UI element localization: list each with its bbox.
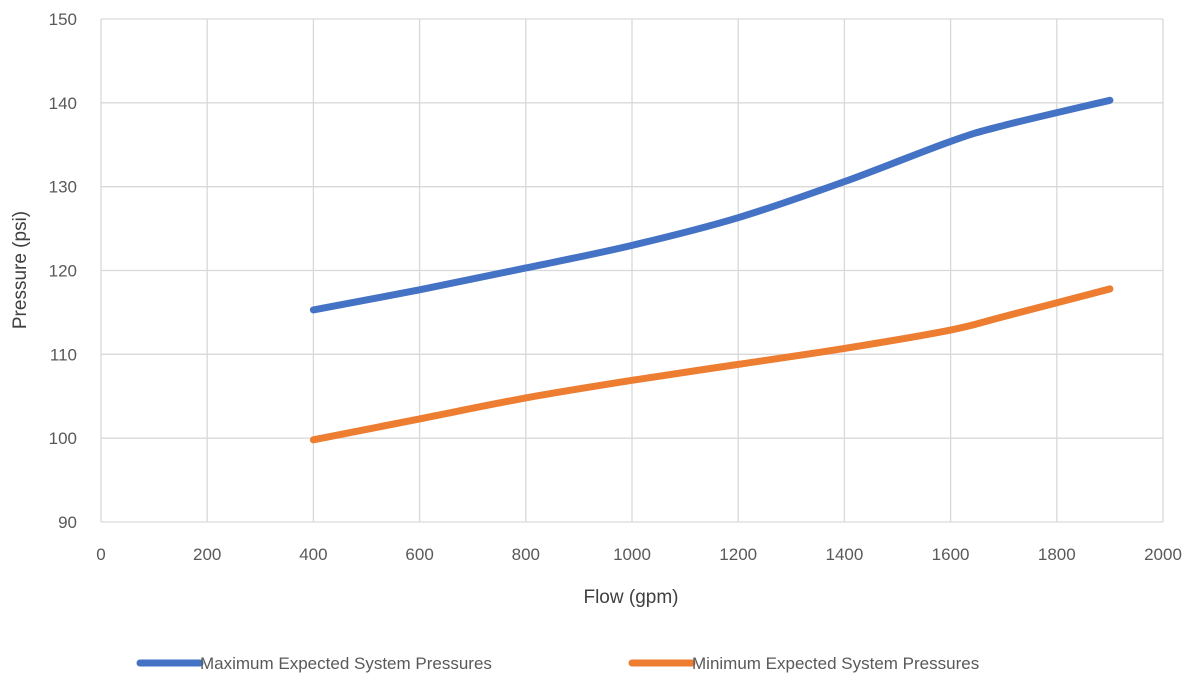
- legend-label: Minimum Expected System Pressures: [692, 654, 979, 673]
- x-axis-title: Flow (gpm): [583, 587, 678, 608]
- y-axis-title: Pressure (psi): [10, 211, 31, 329]
- x-tick-label: 2000: [1144, 545, 1182, 564]
- x-tick-label: 400: [299, 545, 327, 564]
- x-tick-label: 1200: [719, 545, 757, 564]
- y-axis-ticks: 90 100 110 120 130 140 150: [49, 10, 77, 532]
- x-tick-label: 800: [512, 545, 540, 564]
- y-tick-label: 110: [50, 345, 77, 364]
- y-tick-label: 120: [49, 262, 77, 281]
- x-axis-ticks: 0 200 400 600 800 1000 1200 1400 1600 1800 2000: [96, 545, 1182, 564]
- x-tick-label: 200: [193, 545, 221, 564]
- x-tick-label: 0: [96, 545, 105, 564]
- y-tick-label: 140: [49, 94, 77, 113]
- grid: [100, 18, 1164, 523]
- y-tick-label: 100: [49, 429, 77, 448]
- legend-label: Maximum Expected System Pressures: [200, 654, 492, 673]
- y-tick-label: 90: [58, 513, 77, 532]
- y-tick-label: 130: [49, 178, 77, 197]
- series-layer: [309, 96, 1114, 444]
- legend: Maximum Expected System Pressures Minimum…: [136, 654, 979, 673]
- series-line-minimum: [309, 285, 1114, 444]
- x-tick-label: 600: [405, 545, 433, 564]
- x-tick-label: 1600: [932, 545, 970, 564]
- series-line-maximum: [309, 96, 1114, 314]
- x-tick-label: 1800: [1038, 545, 1076, 564]
- y-tick-label: 150: [49, 10, 77, 29]
- x-tick-label: 1400: [825, 545, 863, 564]
- x-tick-label: 1000: [613, 545, 651, 564]
